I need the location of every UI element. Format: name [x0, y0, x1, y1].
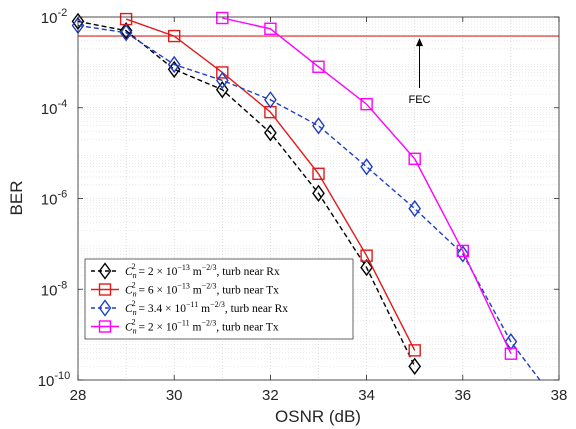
series-1-point: [360, 258, 373, 277]
series-layer: [71, 11, 541, 381]
series-3-point: [119, 24, 133, 42]
series-2-line: [125, 18, 416, 351]
x-tick-label: 34: [358, 387, 375, 404]
y-tick-label: 10-2: [41, 7, 67, 27]
series-4-line: [222, 17, 512, 354]
series-1-point: [312, 184, 325, 203]
series-2-point: [167, 29, 181, 43]
x-tick-label: 32: [262, 387, 279, 404]
legend-entry-3: Cn2 = 3.4 × 10−11 m−2/3, turb near Rx: [125, 299, 288, 317]
legend-marker: [98, 262, 112, 280]
series-3-line: [77, 24, 541, 381]
series-3-point: [504, 332, 518, 351]
x-axis-label: OSNR (dB): [275, 407, 361, 426]
series-1-point: [215, 81, 229, 99]
y-tick-label: 10-6: [41, 189, 67, 209]
series-3-point: [167, 55, 181, 74]
series-4-point: [216, 11, 229, 25]
series-1-point: [119, 21, 133, 40]
legend-box: [84, 258, 354, 340]
x-tick-label: 30: [166, 387, 183, 404]
series-1: [71, 12, 422, 376]
series-4-point: [456, 244, 469, 258]
fec-layer: FEC: [78, 35, 559, 106]
legend-marker: [98, 320, 112, 333]
series-4-point: [360, 97, 373, 111]
fec-arrow-head: [416, 38, 424, 47]
series-4-point: [264, 22, 277, 35]
series-3-point: [215, 71, 229, 90]
legend-entry-1: Cn2 = 2 × 10−13 m−2/3, turb near Rx: [125, 262, 280, 280]
legend-marker: [98, 299, 112, 317]
legend-entry-2: Cn2 = 6 × 10−13 m−2/3, turb near Tx: [125, 281, 279, 299]
series-4-point: [408, 152, 421, 165]
y-axis-label: BER: [7, 181, 26, 216]
legend-marker: [98, 283, 112, 296]
series-4: [216, 11, 518, 360]
series-4-point: [312, 60, 325, 73]
series-3-point: [264, 91, 277, 109]
series-3: [71, 16, 541, 381]
series-1-point: [264, 124, 277, 142]
y-tick-label: 10-4: [41, 98, 67, 118]
series-3-point: [360, 158, 373, 176]
series-3-point: [408, 199, 422, 218]
series-2-point: [408, 344, 421, 357]
series-3-point: [456, 245, 470, 263]
legend-entry-4: Cn2 = 2 × 10−11 m−2/3, turb near Tx: [125, 318, 279, 336]
ticks: 28 30 32 34 36 38 10-10 10-8 10-6 10-4 10-2: [38, 7, 568, 404]
series-1-line: [77, 20, 416, 367]
series-3-point: [312, 117, 325, 135]
series-2-point: [360, 249, 373, 262]
series-4-point: [504, 347, 518, 360]
y-tick-label: 10-8: [41, 279, 67, 299]
series-2-point: [216, 66, 229, 79]
series-1-point: [408, 357, 422, 376]
fec-label: FEC: [409, 94, 431, 106]
x-tick-label: 38: [551, 387, 568, 404]
x-tick-label: 28: [70, 387, 87, 404]
x-tick-label: 36: [454, 387, 471, 404]
series-2-point: [312, 167, 325, 181]
y-tick-label: 10-10: [38, 370, 71, 390]
